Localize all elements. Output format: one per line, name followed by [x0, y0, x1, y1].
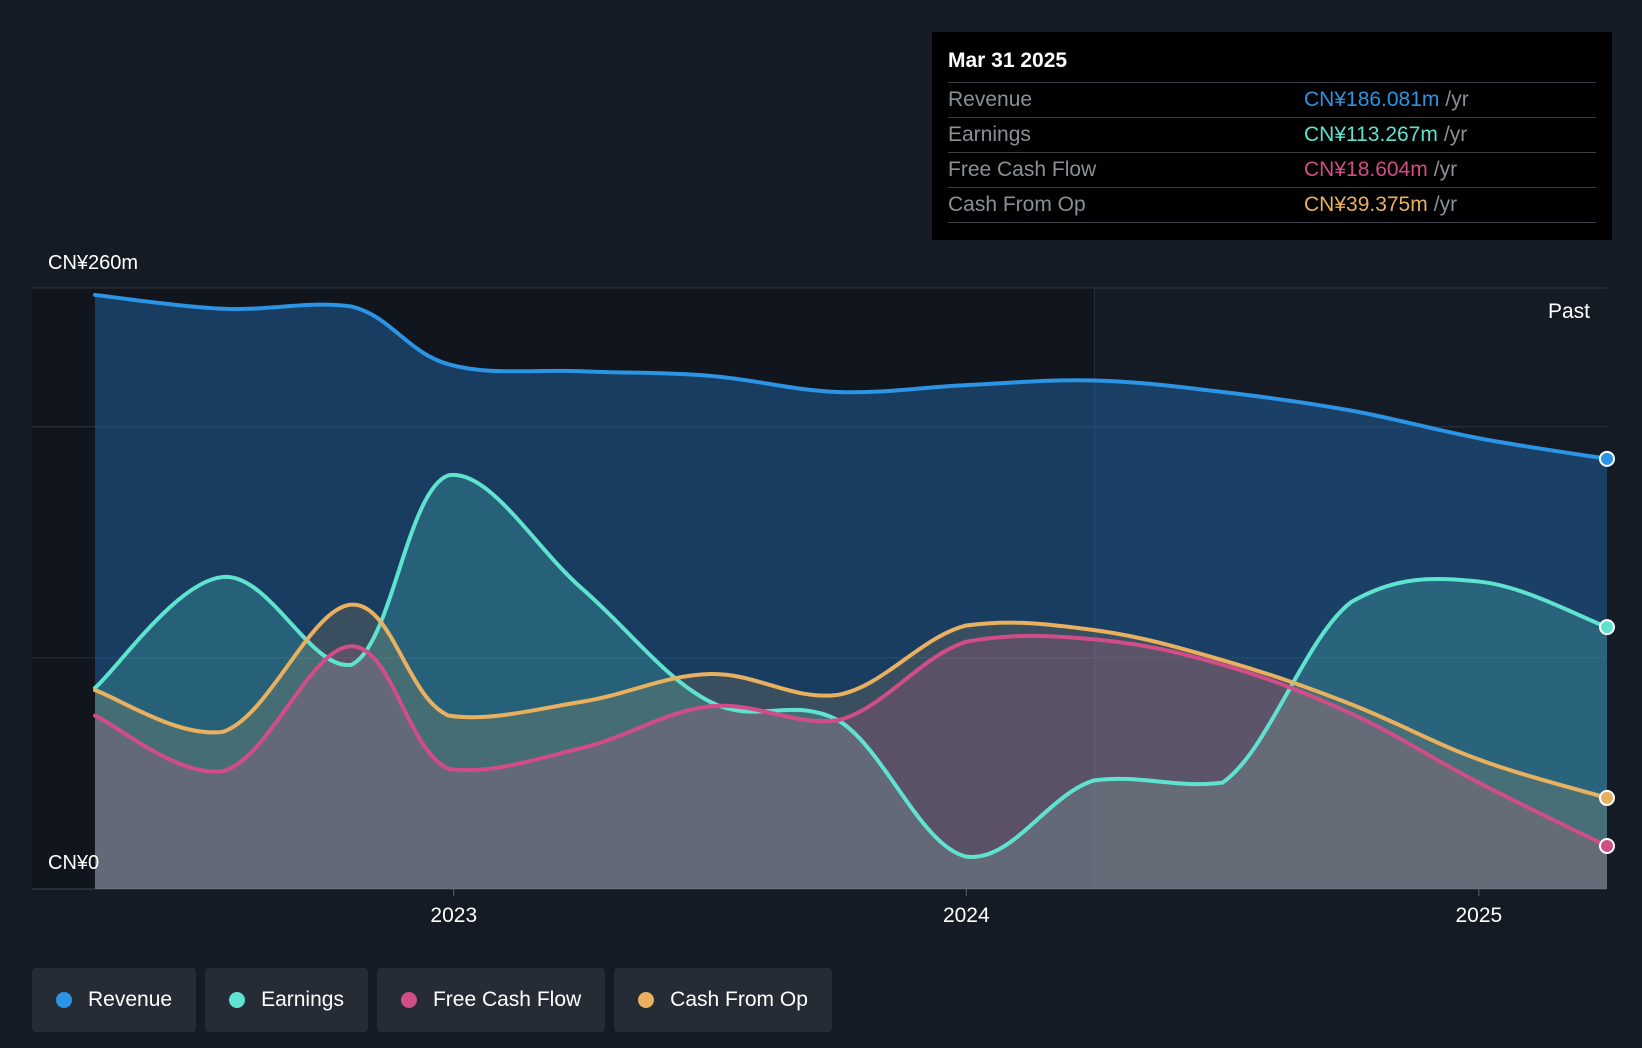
tooltip-value: CN¥113.267m/yr [1304, 123, 1468, 146]
tooltip-value: CN¥39.375m/yr [1304, 193, 1458, 216]
tooltip-value: CN¥18.604m/yr [1304, 158, 1458, 181]
past-label: Past [1548, 300, 1591, 323]
revenue-area [95, 294, 1607, 890]
legend-item-revenue[interactable]: Revenue [32, 968, 197, 1032]
legend-label: Free Cash Flow [432, 988, 582, 1011]
tooltip-value: CN¥186.081m/yr [1304, 88, 1469, 111]
tooltip-label: Cash From Op [948, 193, 1086, 216]
x-tick-label: 2023 [430, 904, 477, 927]
free-cash-flow-line [93, 633, 1609, 849]
earnings-area [95, 474, 1607, 889]
revenue-dot-icon [56, 992, 72, 1008]
legend-item-free-cash-flow[interactable]: Free Cash Flow [376, 968, 606, 1032]
tooltip-row-cash-from-op: Cash From Op CN¥39.375m/yr [948, 188, 1596, 223]
tooltip-label: Revenue [948, 88, 1033, 111]
x-tick-label: 2024 [943, 904, 990, 927]
x-tick-label: 2025 [1456, 904, 1503, 927]
y-axis-top-label: CN¥260m [48, 252, 139, 274]
tooltip-label: Free Cash Flow [948, 158, 1097, 181]
legend-label: Earnings [261, 988, 344, 1011]
cash-from-op-line [93, 602, 1609, 800]
tooltip-date: Mar 31 2025 [948, 46, 1596, 83]
revenue-point [1599, 450, 1615, 467]
earnings-dot-icon [229, 992, 246, 1008]
tooltip-row-revenue: Revenue CN¥186.081m/yr [948, 83, 1596, 118]
free-cash-flow-dot-icon [400, 992, 417, 1008]
tooltip-row-earnings: Earnings CN¥113.267m/yr [948, 118, 1596, 153]
tooltip-panel: Mar 31 2025 Revenue CN¥186.081m/yr Earni… [932, 32, 1612, 240]
free-cash-flow-point [1599, 838, 1615, 855]
y-axis-bottom-label: CN¥0 [48, 852, 100, 874]
chart-legend: Revenue Earnings Free Cash Flow Cash Fro… [32, 968, 832, 1032]
free-cash-flow-area [95, 635, 1607, 889]
earnings-point [1599, 619, 1615, 636]
cash-from-op-dot-icon [638, 992, 655, 1008]
earnings-line [93, 473, 1609, 859]
legend-label: Revenue [88, 988, 173, 1011]
legend-item-earnings[interactable]: Earnings [205, 968, 368, 1032]
cash-from-op-area [95, 604, 1607, 889]
tooltip-row-free-cash-flow: Free Cash Flow CN¥18.604m/yr [948, 153, 1596, 188]
legend-label: Cash From Op [670, 988, 808, 1011]
cash-from-op-point [1599, 789, 1615, 806]
legend-item-cash-from-op[interactable]: Cash From Op [614, 968, 832, 1032]
tooltip-label: Earnings [948, 123, 1031, 146]
